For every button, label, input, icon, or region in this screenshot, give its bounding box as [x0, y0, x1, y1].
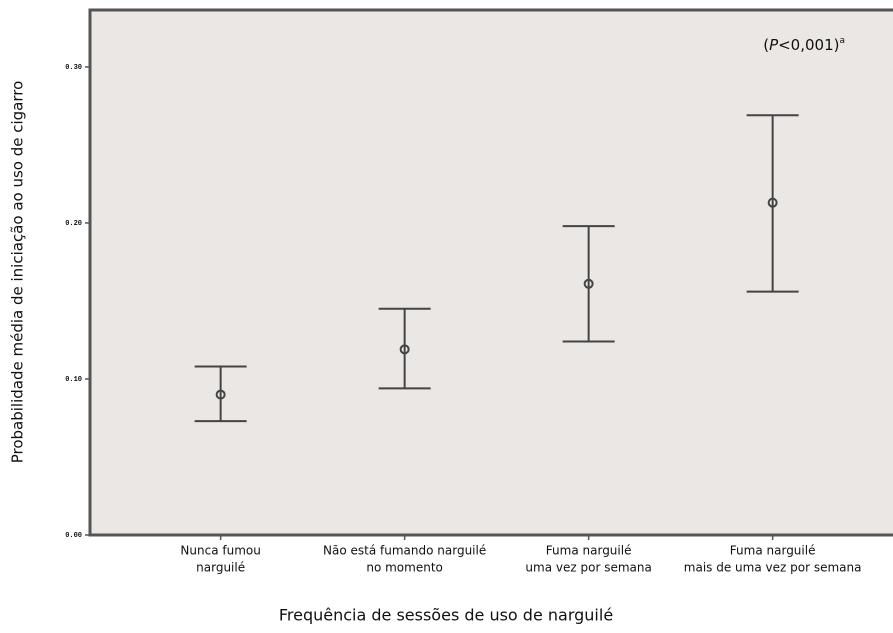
error-bar [562, 225, 615, 343]
point [767, 197, 778, 208]
plot-area [88, 8, 893, 537]
x-tick-label: Fuma narguilé [730, 544, 816, 558]
y-tick-label: 0.20 [65, 220, 82, 228]
y-axis-label: Probabilidade média de iniciação ao uso … [9, 81, 27, 464]
x-tick-label: mais de uma vez por semana [684, 561, 862, 575]
error-bar [378, 307, 431, 390]
annotation: (P<0,001)a [763, 36, 845, 54]
x-tick-label: Não está fumando narguilé [323, 544, 486, 558]
x-tick-label: no momento [366, 561, 443, 575]
annotation-part: ( [763, 36, 769, 54]
annotation-part: P [769, 36, 779, 54]
x-tick-label: Fuma narguilé [546, 544, 632, 558]
x-tick-label: narguilé [196, 561, 245, 575]
x-axis-label: Frequência de sessões de uso de narguilé [279, 606, 613, 625]
point [399, 344, 410, 355]
y-tick-label: 0.00 [65, 532, 82, 540]
x-tick-label: uma vez por semana [525, 561, 651, 575]
x-tick-label: Nunca fumou [180, 544, 260, 558]
y-tick-label: 0.30 [65, 64, 82, 72]
annotation-part: a [839, 36, 845, 46]
error-bar [194, 365, 247, 423]
point [583, 278, 594, 289]
annotation-part: <0,001) [778, 36, 839, 54]
y-tick-label: 0.10 [65, 376, 82, 384]
error-bar [746, 114, 799, 293]
point [215, 389, 226, 400]
